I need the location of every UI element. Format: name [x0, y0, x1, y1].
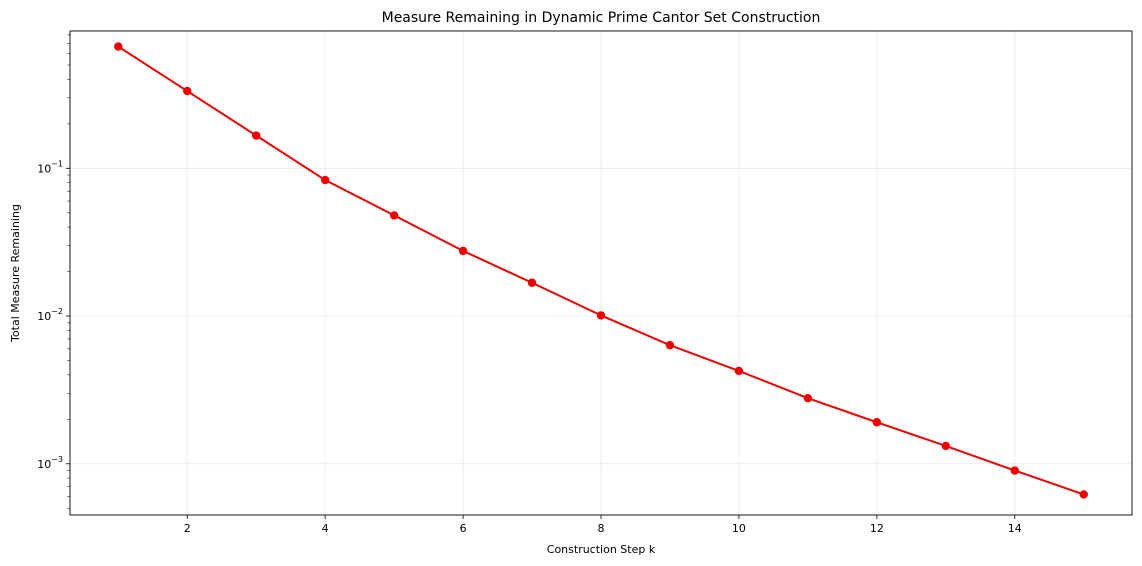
grid [70, 31, 1132, 515]
data-point [872, 418, 882, 427]
series-group [114, 42, 1088, 499]
data-point [941, 441, 951, 451]
data-point [527, 278, 537, 287]
x-tick-label: 4 [322, 522, 329, 535]
x-tick-label: 6 [460, 522, 467, 535]
data-point [734, 366, 744, 376]
x-tick-label: 14 [1008, 522, 1022, 535]
x-tick-label: 12 [870, 522, 884, 535]
x-tick-label: 2 [184, 522, 191, 535]
x-axis-ticks: 2 4 6 8 10 12 14 [184, 515, 1022, 535]
data-point [458, 246, 468, 256]
y-axis-label: Total Measure Remaining [9, 204, 22, 343]
x-tick-label: 8 [598, 522, 605, 535]
data-point [114, 42, 123, 51]
x-tick-label: 10 [732, 522, 746, 535]
x-axis-label: Construction Step k [547, 543, 656, 556]
data-point [389, 211, 399, 220]
y-tick-label: 10−1 [37, 159, 63, 175]
plot-frame [69, 30, 1133, 516]
data-point [251, 131, 261, 140]
data-point [1079, 490, 1088, 499]
data-point [1010, 466, 1019, 475]
data-point [320, 175, 330, 185]
y-tick-label: 10−3 [37, 455, 63, 471]
chart-title: Measure Remaining in Dynamic Prime Canto… [382, 10, 821, 26]
y-axis-ticks: 10−3 10−2 10−1 [37, 159, 70, 471]
data-point [665, 340, 675, 350]
data-point [803, 393, 813, 403]
y-tick-label: 10−2 [37, 307, 63, 323]
data-point [596, 311, 606, 320]
data-point [183, 86, 192, 96]
